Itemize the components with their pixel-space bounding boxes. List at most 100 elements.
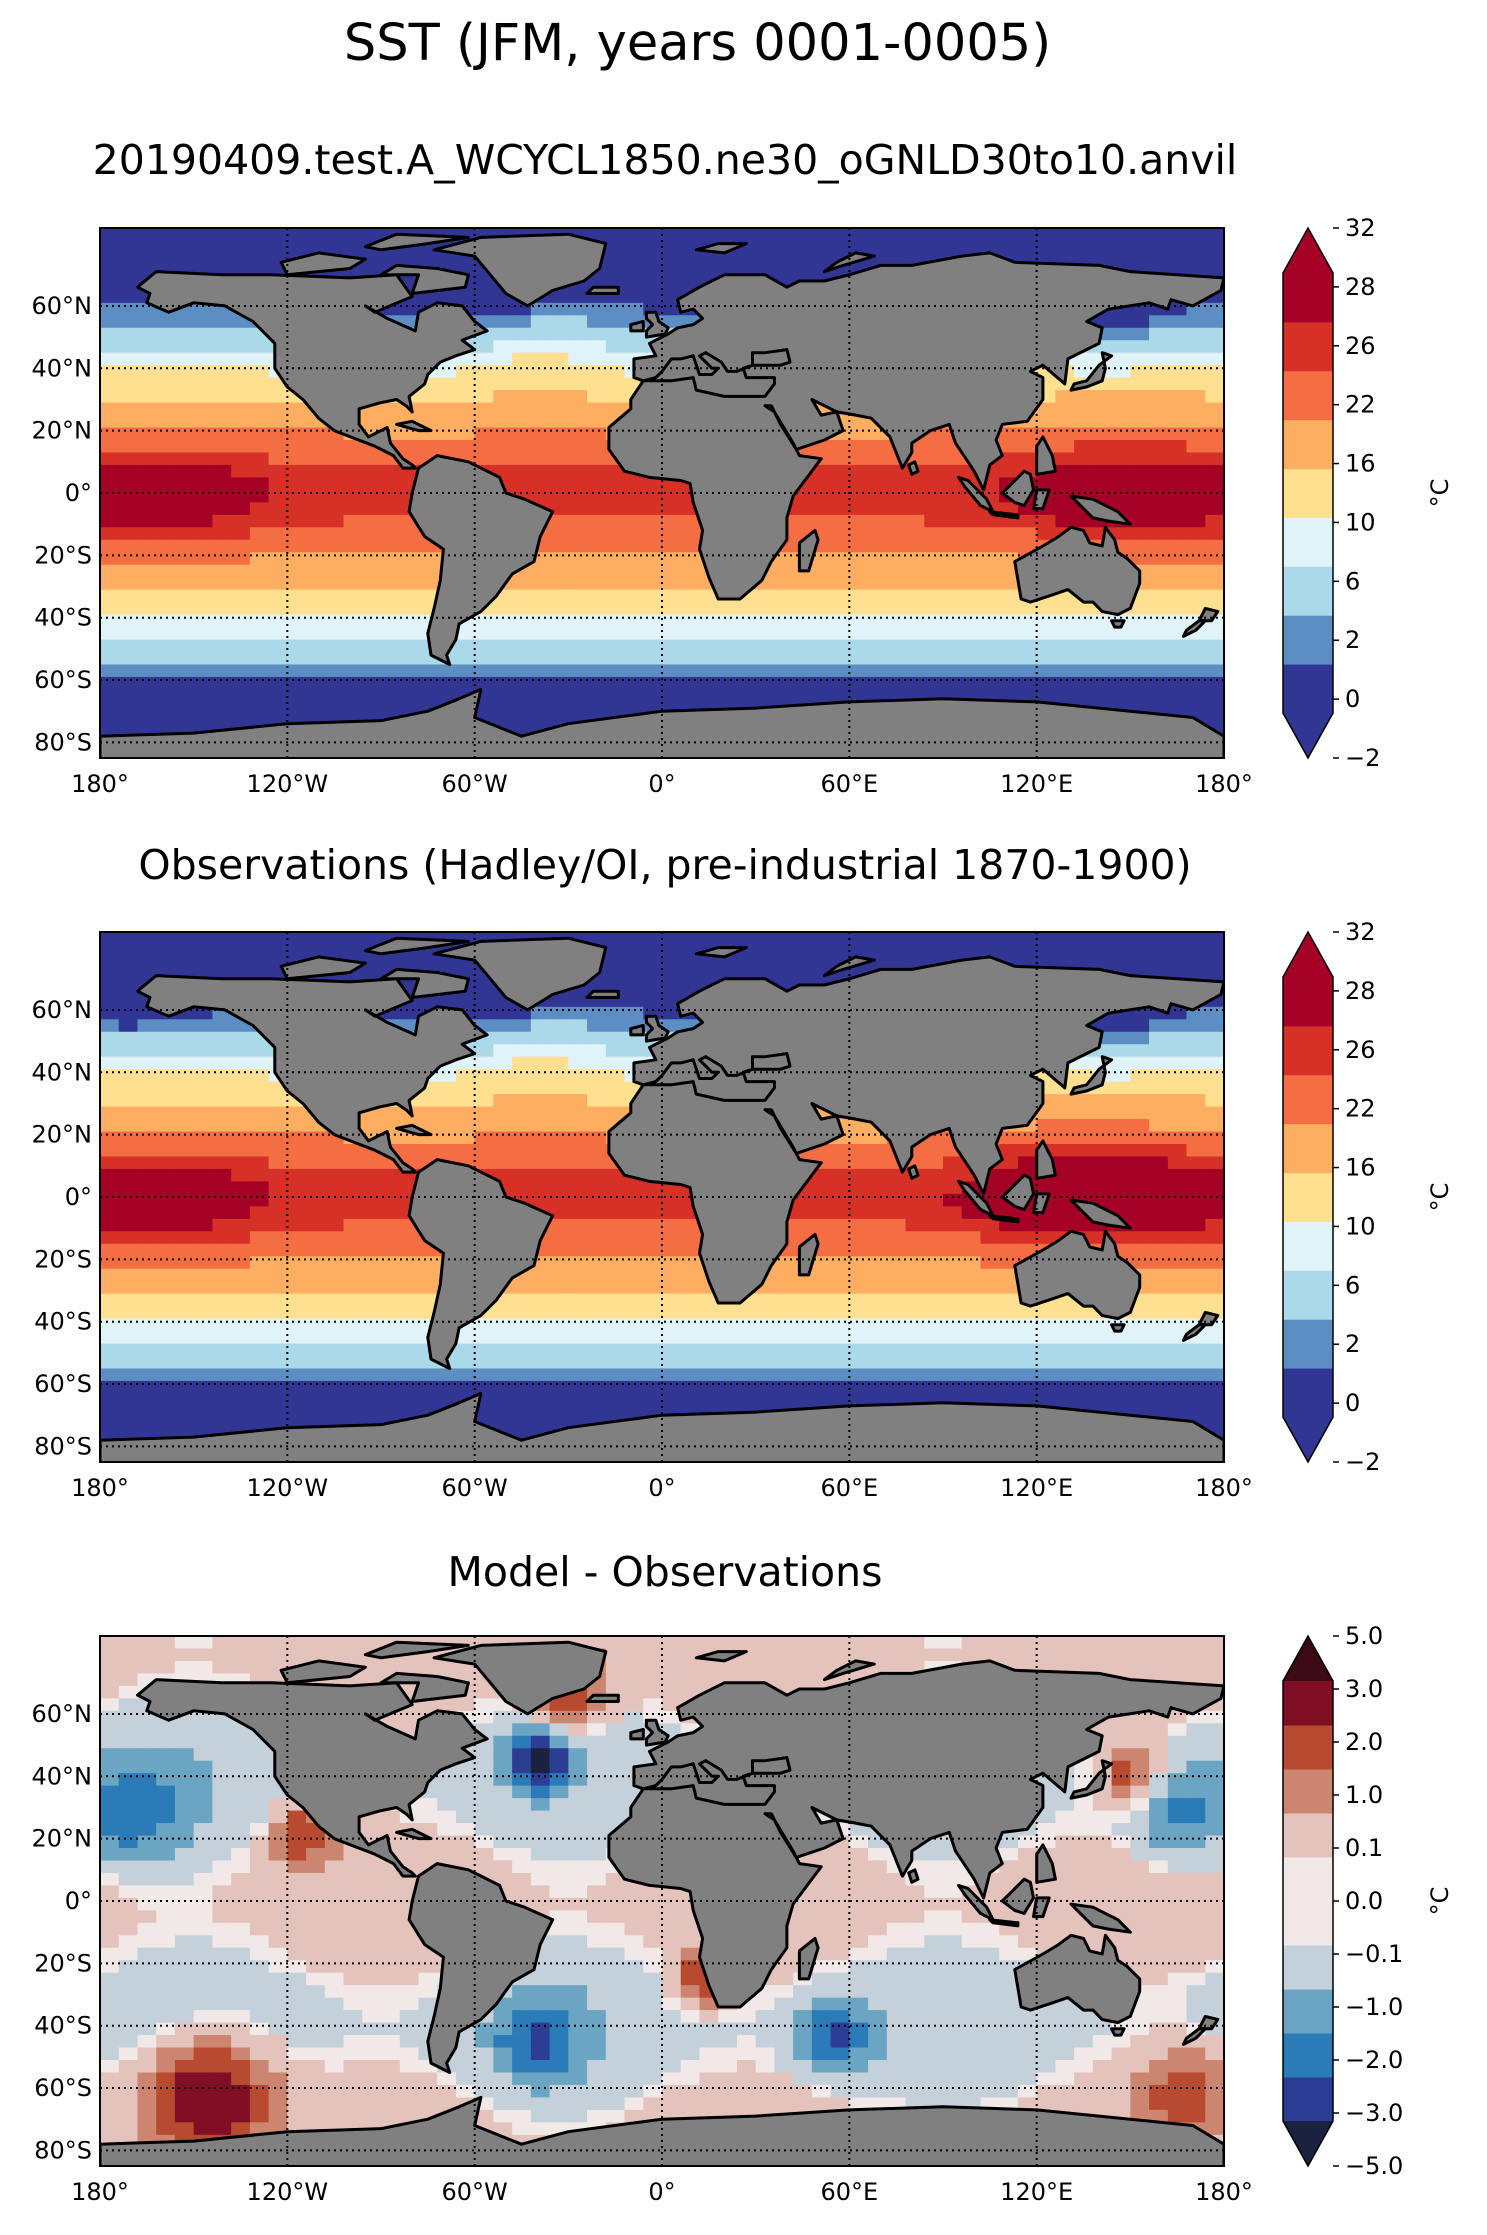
field-cell [868,228,888,242]
field-cell [137,564,157,578]
field-cell [1130,315,1150,329]
field-cell [268,1331,288,1345]
field-cell [174,552,195,566]
field-cell [249,1056,270,1070]
field-cell [343,944,363,958]
field-cell [137,1144,157,1158]
field-cell [193,402,213,416]
field-cell [1017,627,1038,641]
field-cell [231,1256,251,1270]
field-cell [924,639,944,653]
field-cell [1186,1044,1206,1058]
field-cell [399,1293,420,1307]
field-cell [811,652,832,666]
field-cell [624,981,644,995]
field-cell [324,1405,345,1419]
field-cell [1149,701,1169,715]
field-cell [849,614,869,628]
field-cell [512,589,532,603]
field-cell [174,502,195,516]
field-cell [1092,664,1113,678]
field-cell [530,1268,551,1282]
field-cell [680,981,701,995]
field-cell [137,1306,157,1320]
field-cell [193,527,213,541]
field-cell [549,1231,569,1245]
field-cell [1055,1168,1075,1183]
field-cell [587,1119,607,1133]
field-cell [830,652,850,666]
field-cell [324,1144,345,1158]
field-cell [118,302,139,316]
field-cell [174,614,195,628]
field-cell [249,564,270,578]
field-cell [1149,1356,1169,1370]
field-cell [999,614,1019,628]
field-cell [549,1193,569,1207]
field-cell [156,464,176,479]
field-cell [174,514,195,528]
field-cell [1111,1156,1131,1170]
field-cell [1017,1356,1038,1370]
field-cell [774,956,794,971]
field-cell [324,502,345,516]
field-cell [1130,464,1150,479]
field-cell [624,589,644,603]
field-cell [1205,415,1224,429]
field-cell [174,527,195,541]
field-cell [924,1206,944,1220]
field-cell [718,664,738,678]
field-cell [680,1293,701,1307]
field-cell [174,340,195,354]
field-cell [868,1393,888,1407]
field-cell [343,627,363,641]
field-cell [1205,1094,1224,1108]
field-cell [174,440,195,454]
field-cell [324,1318,345,1332]
field-cell [1074,676,1094,691]
field-cell [849,240,869,254]
field-cell [512,464,532,479]
field-cell [811,956,832,971]
field-cell [249,1393,270,1407]
field-cell [362,252,382,267]
field-cell [1167,1281,1188,1295]
field-cell [587,352,607,366]
field-cell [437,415,457,429]
field-cell [1017,228,1038,242]
field-cell [512,614,532,628]
field-cell [1167,527,1188,541]
field-cell [943,1356,963,1370]
field-cell [1205,1343,1224,1357]
field-cell [943,676,963,691]
field-cell [530,1181,551,1195]
field-cell [1186,639,1206,653]
field-cell [437,1119,457,1133]
field-cell [961,539,982,553]
field-cell [624,502,644,516]
field-cell [868,1193,888,1207]
field-cell [662,527,682,541]
field-cell [362,639,382,653]
field-cell [830,1368,850,1382]
field-cell [306,527,326,541]
field-cell [100,1293,120,1307]
field-cell [568,390,588,404]
field-cell [249,1144,270,1158]
field-cell [1036,676,1056,691]
field-cell [605,302,626,316]
field-cell [1017,944,1038,958]
field-cell [493,1144,513,1158]
field-cell [905,1380,925,1395]
field-cell [343,1343,363,1357]
field-cell [943,552,963,566]
field-cell [1205,502,1224,516]
field-cell [1130,652,1150,666]
field-cell [1167,440,1188,454]
field-cell [830,452,850,466]
field-cell [268,652,288,666]
field-cell [568,652,588,666]
field-cell [624,701,644,715]
field-cell [474,652,494,666]
field-cell [1111,1231,1131,1245]
